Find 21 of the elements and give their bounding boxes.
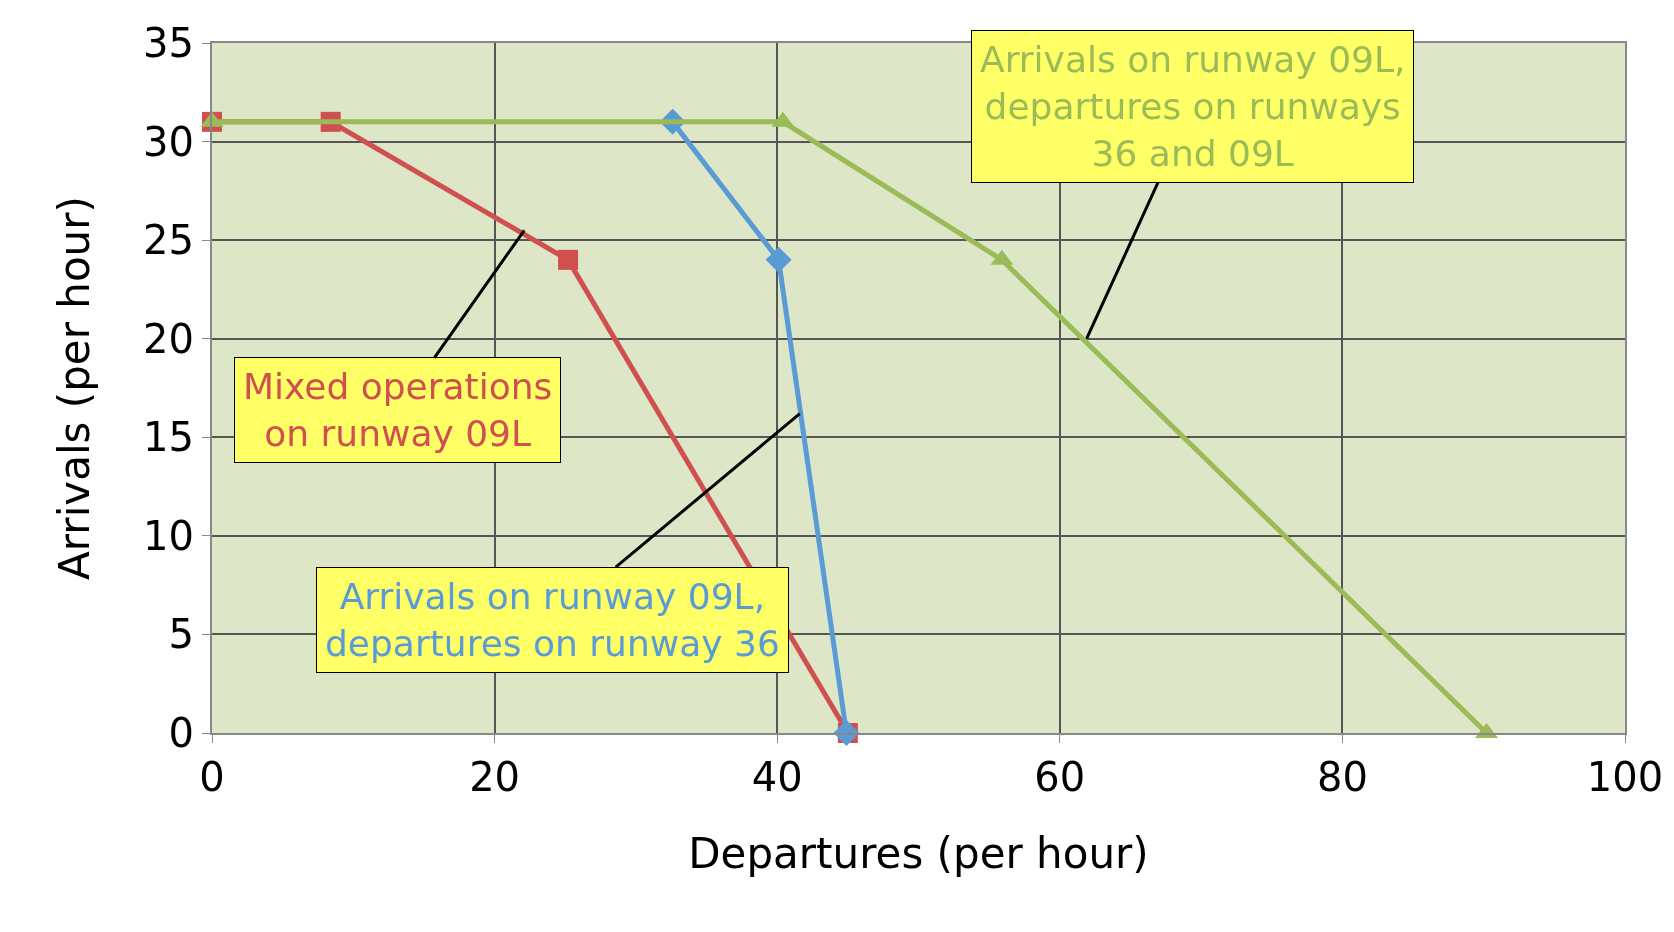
y-tick-label: 35: [143, 20, 194, 66]
y-tick-label: 10: [143, 512, 194, 559]
x-tick-label: 100: [1586, 754, 1664, 800]
y-tick-label: 30: [143, 118, 194, 165]
x-tick-label: 0: [199, 754, 225, 800]
y-axis-title: Arrivals (per hour): [50, 196, 100, 580]
x-tick-label: 60: [1034, 754, 1086, 800]
y-tick-label: 20: [143, 315, 194, 362]
y-tick-label: 15: [143, 414, 194, 461]
x-tick-label: 80: [1316, 754, 1368, 800]
annotation: Mixed operations on runway 09L: [243, 366, 553, 454]
y-tick-label: 0: [168, 710, 194, 756]
x-axis-title: Departures (per hour): [688, 829, 1149, 879]
annotation: Arrivals on runway 09L, departures on runway 36: [325, 576, 780, 664]
x-tick-label: 40: [751, 754, 803, 800]
x-tick-label: 20: [469, 754, 521, 800]
annotation: Arrivals on runway 09L, departures on runways 36 and 09L: [980, 39, 1406, 174]
y-tick-label: 5: [168, 611, 194, 658]
point: [765, 246, 792, 273]
y-tick-label: 25: [143, 217, 194, 264]
point: [558, 249, 579, 270]
